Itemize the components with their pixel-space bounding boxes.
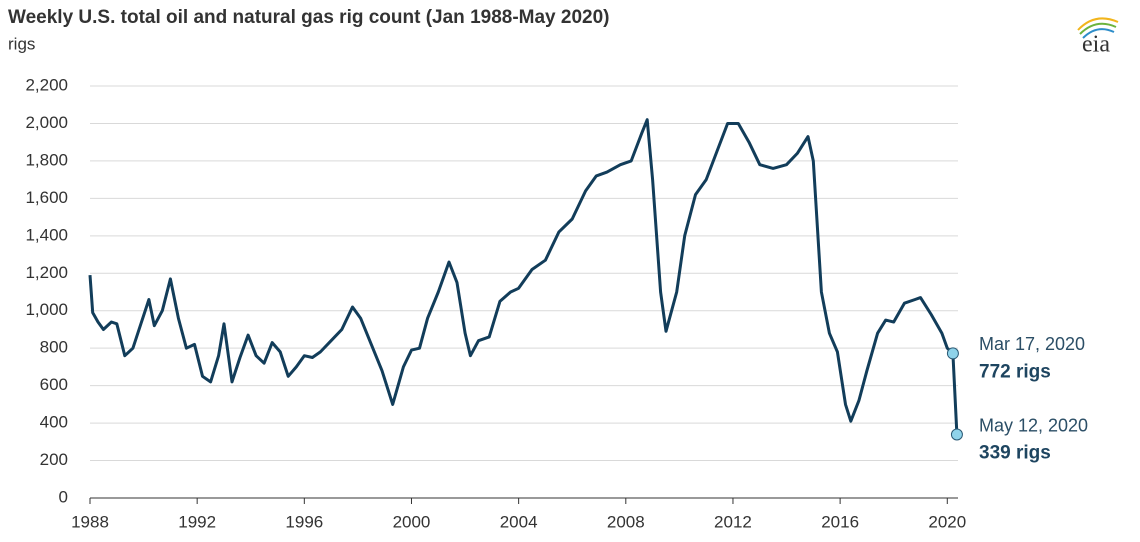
logo-text: eia [1082, 32, 1110, 58]
y-tick-label: 2,000 [25, 113, 68, 132]
y-tick-label: 1,000 [25, 300, 68, 319]
annotation-date: Mar 17, 2020 [979, 334, 1085, 354]
x-tick-label: 2020 [928, 512, 966, 531]
logo-arc [1077, 17, 1119, 31]
logo-arc [1079, 22, 1117, 35]
y-tick-label: 2,200 [25, 75, 68, 94]
logo: eia [1077, 17, 1119, 58]
chart-title: Weekly U.S. total oil and natural gas ri… [8, 7, 610, 28]
logo-arc [1082, 28, 1115, 39]
x-tick-label: 1992 [178, 512, 216, 531]
y-tick-label: 400 [40, 413, 68, 432]
y-tick-label: 1,800 [25, 150, 68, 169]
data-line [88, 118, 959, 435]
y-tick-label: 1,200 [25, 263, 68, 282]
x-tick-label: 1988 [71, 512, 109, 531]
annotation-value: 339 rigs [979, 443, 1051, 464]
annotation-date: May 12, 2020 [979, 415, 1088, 435]
y-tick-label: 1,600 [25, 188, 68, 207]
annotation-marker [946, 347, 959, 360]
annotation-marker [950, 428, 963, 441]
x-tick-label: 2012 [714, 512, 752, 531]
annotation-value: 772 rigs [979, 361, 1051, 382]
x-tick-label: 2008 [607, 512, 645, 531]
x-tick-label: 2004 [500, 512, 538, 531]
x-tick-label: 1996 [285, 512, 323, 531]
y-tick-label: 0 [59, 487, 68, 506]
x-tick-label: 2000 [393, 512, 431, 531]
y-tick-label: 800 [40, 338, 68, 357]
y-tick-label: 600 [40, 375, 68, 394]
y-tick-label: 1,400 [25, 225, 68, 244]
y-axis-label: rigs [8, 34, 35, 53]
x-tick-label: 2016 [821, 512, 859, 531]
y-tick-label: 200 [40, 450, 68, 469]
